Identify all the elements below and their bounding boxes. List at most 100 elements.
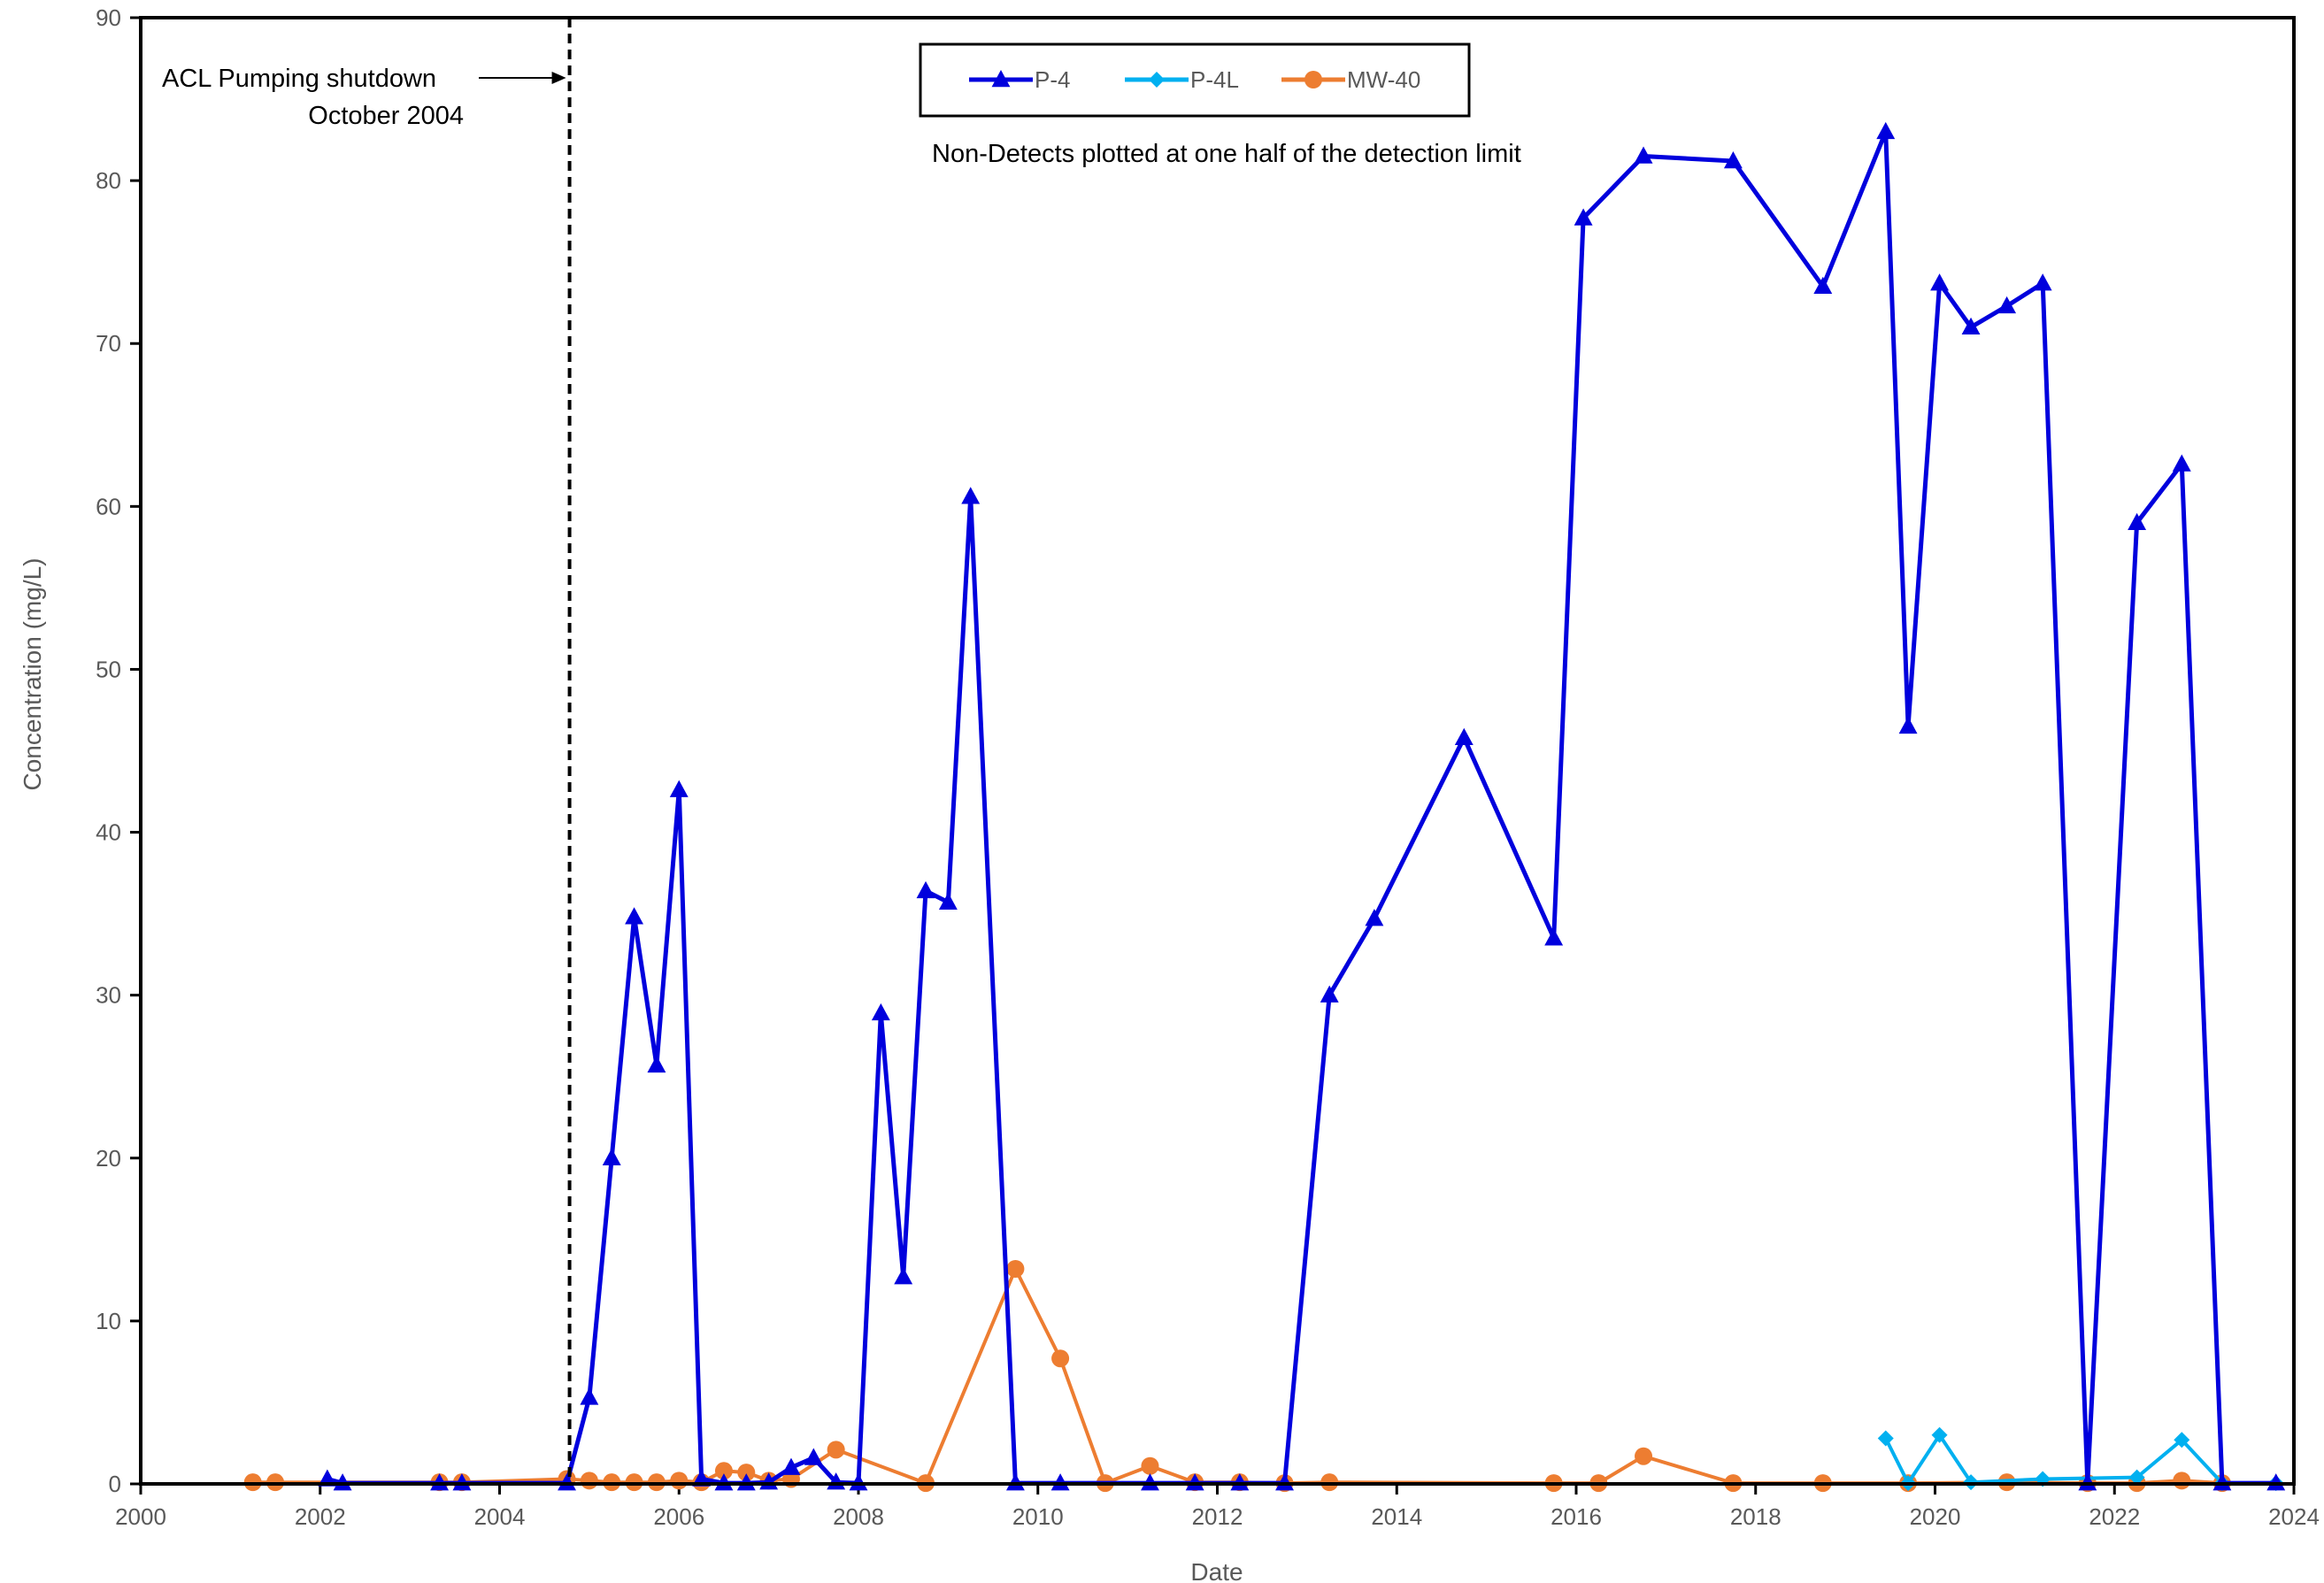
data-point-p-4: [2078, 1473, 2097, 1491]
data-point-mw-40: [1051, 1349, 1070, 1368]
legend-label: P-4: [1035, 66, 1070, 93]
x-tick-label: 2010: [1012, 1503, 1064, 1530]
data-point-p-4: [1275, 1473, 1294, 1491]
x-axis-ticks: 2000 2002 2004 2006 2008 2010 2012 2014 2016 2018…: [115, 1484, 2320, 1530]
x-tick-label: 2014: [1371, 1503, 1422, 1530]
data-point-mw-40: [1006, 1259, 1025, 1278]
data-point-p-4: [1320, 985, 1339, 1003]
data-point-p-4: [602, 1148, 621, 1166]
data-point-p-4: [781, 1457, 801, 1475]
data-point-mw-40: [827, 1441, 845, 1459]
data-point-p-4: [938, 892, 958, 910]
x-tick-label: 2018: [1730, 1503, 1781, 1530]
y-tick-label: 90: [96, 4, 121, 31]
y-tick-label: 60: [96, 493, 121, 519]
data-point-p-4: [1365, 909, 1384, 926]
data-point-p-4: [736, 1473, 756, 1491]
arrow-head: [551, 72, 566, 84]
x-tick-label: 2012: [1192, 1503, 1243, 1530]
series-line-p-4l: [1883, 1433, 2276, 1486]
data-point-p-4: [1876, 121, 1896, 140]
x-tick-label: 2000: [115, 1503, 166, 1530]
y-tick-label: 70: [96, 330, 121, 357]
data-point-p-4: [1454, 727, 1474, 746]
y-tick-label: 80: [96, 167, 121, 194]
data-point-mw-40: [2173, 1472, 2191, 1490]
data-point-mw-40: [1141, 1456, 1159, 1475]
data-point-p-4: [580, 1387, 599, 1405]
data-point-p-4: [430, 1473, 450, 1491]
shutdown-arrow: [479, 72, 566, 84]
y-axis-ticks: 0 10 20 30 40 50 60 70 80 90: [96, 4, 141, 1497]
series-line-mw-40: [252, 1267, 2223, 1486]
data-point-p-4: [647, 1055, 666, 1073]
data-point-p-4: [894, 1267, 913, 1285]
y-tick-label: 0: [109, 1471, 121, 1497]
data-point-mw-40: [580, 1472, 598, 1490]
series-layer: [243, 121, 2286, 1493]
data-point-p-4: [452, 1473, 472, 1491]
data-point-p-4: [1544, 928, 1564, 946]
shutdown-annotation-line1: ACL Pumping shutdown: [162, 65, 436, 93]
data-point-p-4: [625, 907, 644, 925]
legend-label: P-4L: [1190, 66, 1239, 93]
data-point-p-4: [2128, 512, 2147, 530]
data-point-p-4: [1634, 146, 1653, 164]
data-point-p-4: [916, 880, 935, 899]
x-tick-label: 2020: [1910, 1503, 1961, 1530]
data-point-p-4: [1997, 296, 2017, 314]
data-point-p-4: [1230, 1473, 1250, 1491]
x-tick-label: 2006: [653, 1503, 704, 1530]
data-point-p-4: [1574, 208, 1593, 226]
data-point-p-4: [692, 1469, 712, 1487]
data-point-p-4: [669, 780, 689, 797]
x-tick-label: 2008: [833, 1503, 884, 1530]
x-tick-label: 2016: [1551, 1503, 1602, 1530]
series-p-4: [318, 121, 2286, 1491]
data-point-p-4: [1961, 317, 1981, 335]
legend-marker: [1149, 72, 1165, 88]
data-point-p-4: [2033, 273, 2052, 291]
data-point-p-4: [1185, 1473, 1204, 1491]
data-point-p-4: [1930, 273, 1950, 291]
data-point-p-4: [2212, 1473, 2232, 1491]
nondetect-note: Non-Detects plotted at one half of the d…: [932, 140, 1521, 168]
data-point-p-4: [1050, 1473, 1070, 1491]
data-point-p-4: [2172, 454, 2191, 472]
y-tick-label: 10: [96, 1308, 121, 1334]
data-point-p-4: [558, 1473, 576, 1491]
legend-marker: [991, 70, 1011, 88]
data-point-p-4: [1005, 1473, 1025, 1491]
data-point-mw-40: [670, 1472, 689, 1490]
legend-marker: [1304, 71, 1322, 88]
data-point-p-4: [804, 1448, 823, 1465]
y-tick-label: 40: [96, 819, 121, 846]
data-point-mw-40: [737, 1464, 756, 1482]
y-tick-label: 50: [96, 656, 121, 682]
x-tick-label: 2022: [2089, 1503, 2140, 1530]
data-point-p-4: [714, 1473, 734, 1491]
data-point-p-4: [1723, 151, 1743, 169]
data-point-mw-40: [714, 1462, 733, 1480]
series-mw-40: [243, 1259, 2231, 1493]
data-point-p-4l: [2174, 1432, 2190, 1449]
x-tick-label: 2004: [474, 1503, 526, 1530]
data-point-p-4: [1898, 716, 1918, 734]
x-axis-title: Date: [1190, 1558, 1243, 1583]
plot-area-frame: [139, 16, 2296, 1486]
data-point-p-4: [849, 1473, 868, 1491]
x-tick-label: 2024: [2268, 1503, 2320, 1530]
y-tick-label: 30: [96, 982, 121, 1009]
series-line-p-4: [327, 129, 2276, 1486]
data-point-p-4l: [1931, 1426, 1948, 1443]
legend-label: MW-40: [1347, 66, 1420, 93]
legend: P-4 P-4L MW-40: [919, 42, 1471, 118]
data-point-p-4l: [2128, 1469, 2145, 1486]
y-axis-title: Concentration (mg/L): [19, 557, 46, 790]
x-tick-label: 2002: [295, 1503, 346, 1530]
data-point-p-4l: [1877, 1430, 1894, 1447]
shutdown-annotation-line2: October 2004: [308, 102, 464, 130]
data-point-p-4: [2266, 1473, 2286, 1491]
data-point-p-4: [333, 1473, 352, 1491]
